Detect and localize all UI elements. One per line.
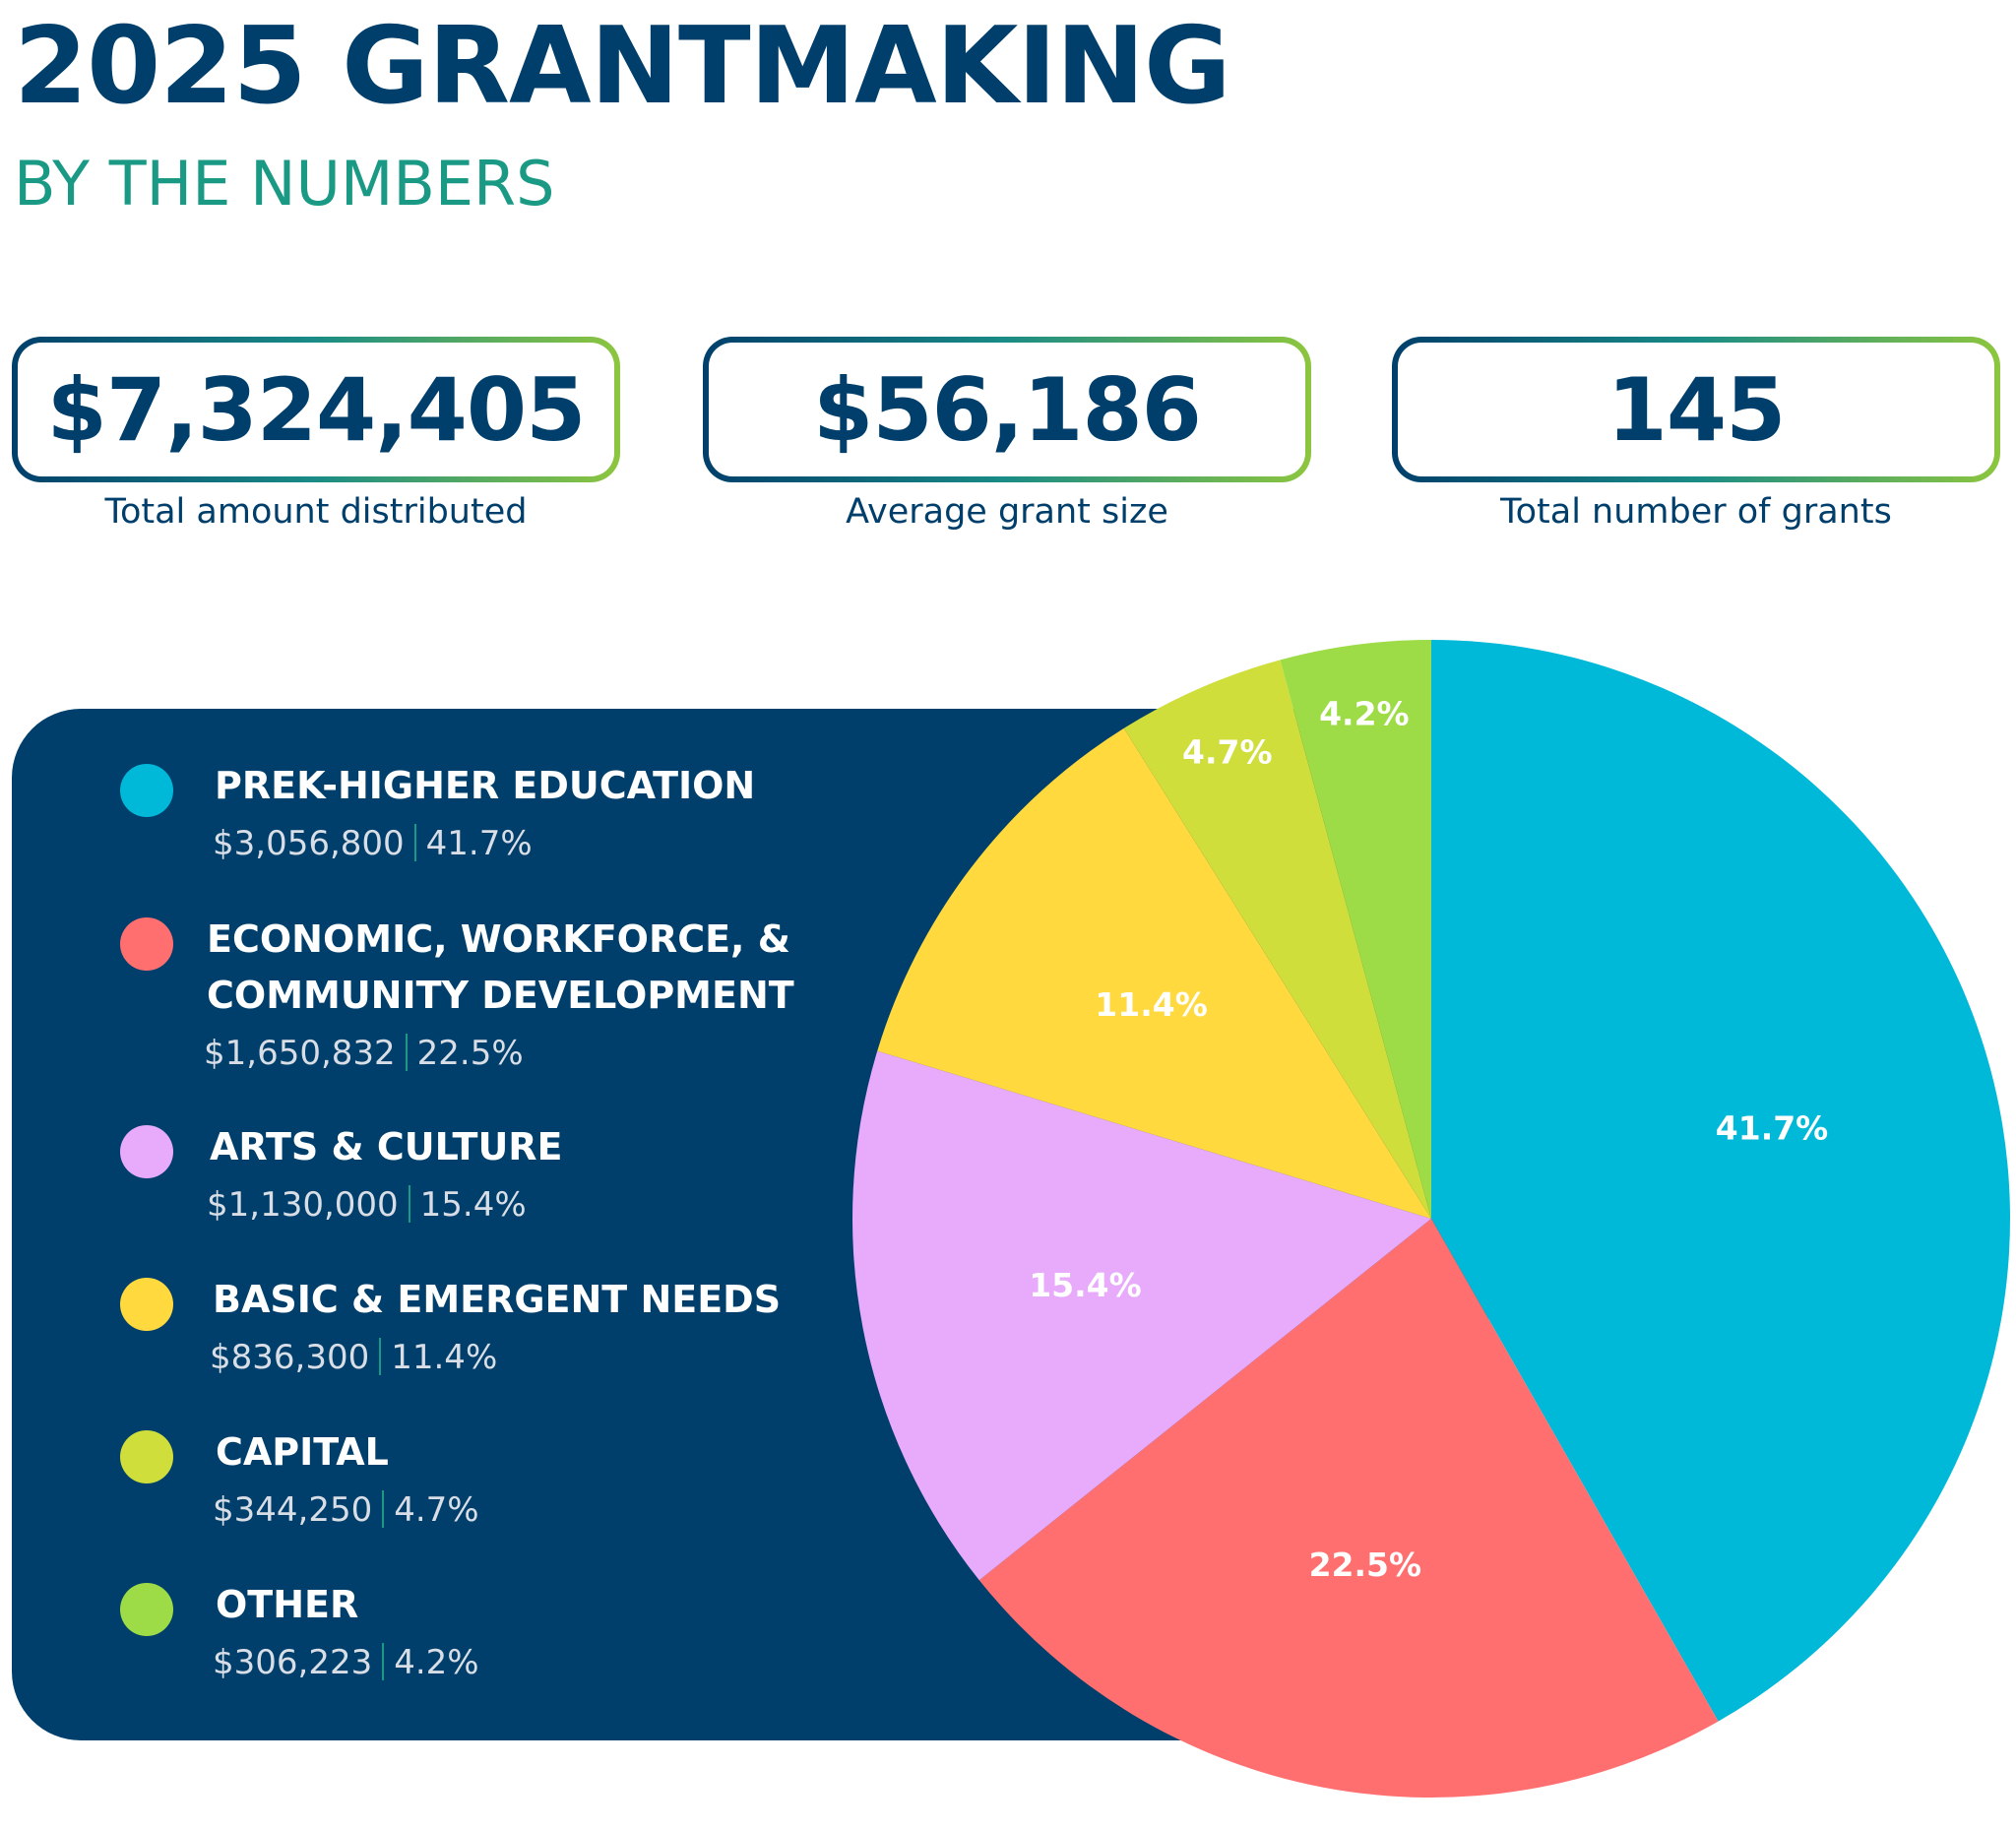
pie-slice xyxy=(1431,640,2010,1722)
legend-percent: 11.4% xyxy=(391,1338,498,1377)
page-title: 2025 GRANTMAKING xyxy=(14,5,1231,128)
legend-amount: $836,300 xyxy=(210,1338,370,1377)
legend-amount: $306,223 xyxy=(213,1643,373,1682)
legend-amount: $3,056,800 xyxy=(213,824,405,863)
stat-box: 145 xyxy=(1392,337,2000,482)
legend-label: ECONOMIC, WORKFORCE, & COMMUNITY DEVELOP… xyxy=(207,917,794,1017)
pie-slice-label: 15.4% xyxy=(1029,1266,1142,1304)
legend-value: $3,056,800 41.7% xyxy=(213,824,533,863)
stat-label: Average grant size xyxy=(846,492,1168,532)
legend-percent: 15.4% xyxy=(419,1185,527,1225)
pie-slice-label: 4.2% xyxy=(1319,695,1410,733)
legend-divider xyxy=(382,1490,385,1528)
legend-percent: 22.5% xyxy=(416,1034,524,1073)
pie-slice xyxy=(1280,640,1431,1219)
legend-value: $306,223 4.2% xyxy=(213,1643,479,1682)
legend-swatch xyxy=(120,1430,173,1483)
legend-label: PREK-HIGHER EDUCATION xyxy=(215,764,756,807)
pie-slice-label: 4.7% xyxy=(1182,732,1273,771)
legend-swatch xyxy=(120,917,173,971)
stat-label: Total amount distributed xyxy=(104,492,528,532)
legend-swatch xyxy=(120,1583,173,1636)
legend-amount: $1,130,000 xyxy=(207,1185,399,1225)
legend-value: $344,250 4.7% xyxy=(213,1490,479,1530)
legend-label: ARTS & CULTURE xyxy=(210,1125,563,1168)
legend-percent: 4.2% xyxy=(394,1643,479,1682)
legend-swatch xyxy=(120,764,173,817)
pie-slice-label: 22.5% xyxy=(1309,1546,1422,1584)
stat-value: $56,186 xyxy=(813,358,1202,461)
legend-percent: 41.7% xyxy=(425,824,533,863)
stat-average-grant: $56,186 Average grant size xyxy=(703,337,1311,532)
legend-divider xyxy=(382,1643,385,1680)
stat-total-amount: $7,324,405 Total amount distributed xyxy=(12,337,620,532)
stat-total-grants: 145 Total number of grants xyxy=(1392,337,2000,532)
stat-label: Total number of grants xyxy=(1500,492,1892,532)
stat-box: $56,186 xyxy=(703,337,1311,482)
pie-slice-label: 11.4% xyxy=(1095,985,1208,1024)
page-subtitle: BY THE NUMBERS xyxy=(14,148,555,220)
legend-value: $1,130,000 15.4% xyxy=(207,1185,527,1225)
legend-amount: $1,650,832 xyxy=(204,1034,396,1073)
stat-box: $7,324,405 xyxy=(12,337,620,482)
pie-slice xyxy=(978,1219,1719,1798)
legend-divider xyxy=(379,1338,382,1375)
pie-slice-label: 41.7% xyxy=(1716,1109,1829,1148)
legend-value: $1,650,832 22.5% xyxy=(204,1034,524,1073)
stat-value: $7,324,405 xyxy=(46,358,587,461)
legend-label: CAPITAL xyxy=(216,1430,389,1474)
legend-swatch xyxy=(120,1125,173,1178)
pie-slice xyxy=(851,1050,1431,1581)
legend-value: $836,300 11.4% xyxy=(210,1338,497,1377)
legend-divider xyxy=(405,1034,408,1071)
legend-label: OTHER xyxy=(216,1583,359,1626)
legend-amount: $344,250 xyxy=(213,1490,373,1530)
stat-value: 145 xyxy=(1606,358,1787,461)
pie-slice xyxy=(1123,660,1431,1219)
legend-divider xyxy=(413,824,416,861)
legend-divider xyxy=(408,1185,410,1223)
legend-swatch xyxy=(120,1278,173,1331)
pie-slice xyxy=(877,727,1431,1219)
legend-percent: 4.7% xyxy=(394,1490,479,1530)
legend-label: BASIC & EMERGENT NEEDS xyxy=(213,1278,782,1321)
